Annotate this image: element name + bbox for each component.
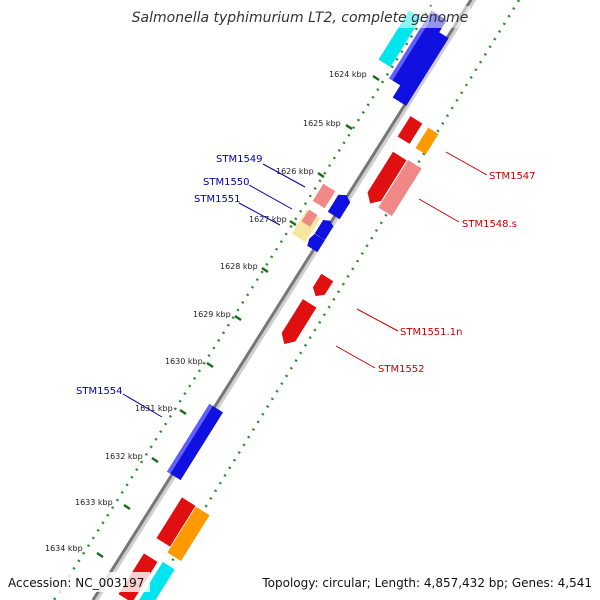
leader-lines <box>122 151 488 418</box>
feature-red-small[interactable] <box>397 116 423 144</box>
feature-red-bottom-1[interactable] <box>156 497 196 547</box>
feature-blue-top-2[interactable] <box>392 29 449 106</box>
feature-blue-arrow-2[interactable] <box>314 217 335 240</box>
gene-labels: STM1549 STM1550 STM1551 STM1554 STM1547 … <box>76 154 536 397</box>
left-dotted-track <box>52 0 437 600</box>
feature-track-lines <box>52 0 521 600</box>
feature-blue-arrow-1[interactable] <box>327 191 353 220</box>
tick-label: 1625 kbp <box>303 119 341 128</box>
footer-backdrop-right <box>258 572 596 592</box>
feature-stm1551[interactable] <box>306 233 325 253</box>
tick-label: 1629 kbp <box>193 310 231 319</box>
map-title: Salmonella typhimurium LT2, complete gen… <box>132 10 469 26</box>
tick-label: 1624 kbp <box>329 70 367 79</box>
feature-stm1552[interactable] <box>277 299 317 348</box>
title-backdrop <box>130 6 470 28</box>
tick-marks <box>96 74 380 559</box>
gene-label-stm1547[interactable]: STM1547 <box>489 171 536 182</box>
right-dotted-track <box>146 0 521 600</box>
tick-label: 1627 kbp <box>249 215 287 224</box>
backbone <box>91 0 477 600</box>
feature-stm1554[interactable] <box>167 403 223 481</box>
gene-label-stm1550[interactable]: STM1550 <box>203 177 250 188</box>
feature-orange-bottom[interactable] <box>167 506 210 561</box>
tick-label: 1633 kbp <box>75 498 113 507</box>
feature-stm1547[interactable] <box>363 151 407 208</box>
gene-label-stm1548s[interactable]: STM1548.s <box>462 219 517 230</box>
feature-stm15511n[interactable] <box>310 273 334 300</box>
feature-cyan-bottom[interactable] <box>137 561 175 600</box>
tick-label: 1634 kbp <box>45 544 83 553</box>
feature-stm1548s[interactable] <box>378 160 422 216</box>
tick-label: 1626 kbp <box>276 167 314 176</box>
gene-label-stm1549[interactable]: STM1549 <box>216 154 263 165</box>
tick-label: 1631 kbp <box>135 404 173 413</box>
tick-labels: 1624 kbp 1625 kbp 1626 kbp 1627 kbp 1628… <box>45 70 367 553</box>
feature-stm1549[interactable] <box>312 183 336 209</box>
tick-label: 1632 kbp <box>105 452 143 461</box>
gene-label-stm1554[interactable]: STM1554 <box>76 386 123 397</box>
gene-label-stm15511n[interactable]: STM1551.1n <box>400 327 462 338</box>
tick-label: 1628 kbp <box>220 262 258 271</box>
gene-label-stm1551[interactable]: STM1551 <box>194 194 241 205</box>
tick-label: 1630 kbp <box>165 357 203 366</box>
gene-label-stm1552[interactable]: STM1552 <box>378 364 425 375</box>
footer-backdrop-left <box>4 572 150 592</box>
accession-text: Accession: NC_003197 <box>8 576 144 590</box>
topology-text: Topology: circular; Length: 4,857,432 bp… <box>261 576 592 590</box>
feature-orange-small[interactable] <box>415 127 439 155</box>
feature-stm1550[interactable] <box>301 209 318 227</box>
feature-blue-top-1[interactable] <box>389 10 447 88</box>
features <box>118 10 449 600</box>
